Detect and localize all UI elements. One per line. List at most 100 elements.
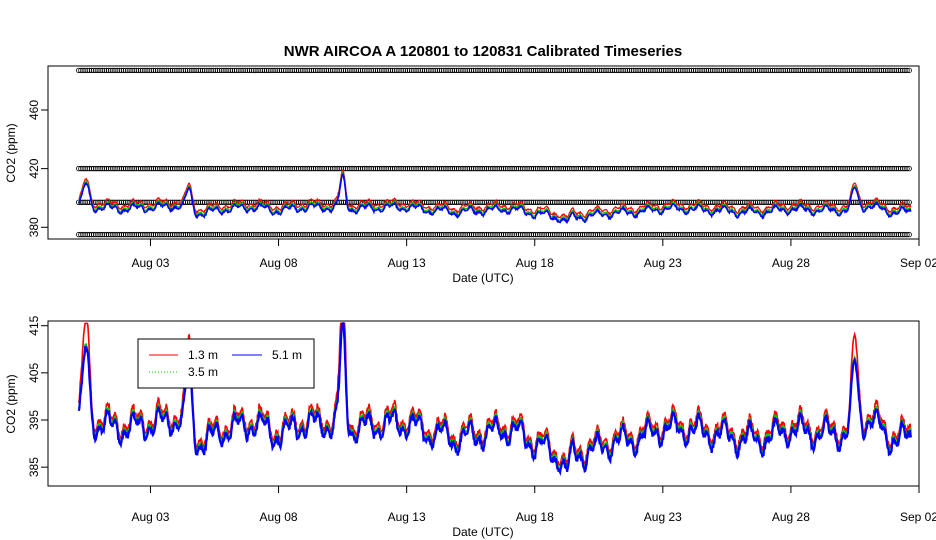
calibration-point xyxy=(671,165,678,172)
y-tick-label: 415 xyxy=(27,315,41,335)
calibration-point xyxy=(893,67,900,74)
x-tick-label: Sep 02 xyxy=(900,510,936,524)
calibration-point xyxy=(169,165,176,172)
x-tick-label: Aug 08 xyxy=(260,256,298,270)
calibration-point xyxy=(219,231,225,238)
calibration-point xyxy=(317,231,323,238)
calibration-row xyxy=(75,231,912,238)
calibration-point xyxy=(402,199,409,205)
top-series xyxy=(78,168,912,220)
calibration-point xyxy=(291,67,298,74)
calibration-point xyxy=(206,67,212,74)
calibration-point xyxy=(409,231,415,238)
calibration-point xyxy=(421,67,428,74)
calibration-point xyxy=(671,67,678,74)
calibration-point xyxy=(323,165,330,172)
top-series-line xyxy=(78,168,912,220)
calibration-point xyxy=(782,231,789,238)
calibration-point xyxy=(415,67,421,74)
calibration-point xyxy=(261,67,268,74)
calibration-point xyxy=(432,67,438,74)
calibration-point xyxy=(906,231,912,238)
top-panel-y-label: CO2 (ppm) xyxy=(4,123,18,182)
calibration-point xyxy=(274,231,280,238)
calibration-point xyxy=(242,231,248,238)
calibration-point xyxy=(366,67,372,74)
x-tick-label: Aug 13 xyxy=(388,510,426,524)
calibration-point xyxy=(144,199,150,205)
calibration-point xyxy=(199,199,206,205)
calibration-point xyxy=(274,165,280,172)
calibration-point xyxy=(298,67,304,74)
calibration-point xyxy=(471,67,477,74)
calibration-point xyxy=(481,231,488,238)
calibration-point xyxy=(451,199,458,205)
calibration-point xyxy=(242,165,248,172)
calibration-point xyxy=(471,165,477,172)
calibration-point xyxy=(402,231,409,238)
calibration-point xyxy=(225,67,231,74)
calibration-point xyxy=(432,231,438,238)
calibration-point xyxy=(782,67,789,74)
calibration-point xyxy=(904,67,910,74)
calibration-point xyxy=(439,231,445,238)
calibration-point xyxy=(445,165,451,172)
calibration-point xyxy=(268,231,274,238)
top-panel-y-axis: 380 420 460 xyxy=(27,100,49,237)
calibration-point xyxy=(513,165,520,172)
calibration-point xyxy=(727,165,733,172)
calibration-point xyxy=(500,165,507,172)
calibration-point xyxy=(421,199,428,205)
x-tick-label: Aug 18 xyxy=(516,256,554,270)
calibration-point xyxy=(261,231,268,238)
calibration-point xyxy=(389,67,396,74)
calibration-point xyxy=(268,67,274,74)
legend: 1.3 m 3.5 m 5.1 m xyxy=(137,338,315,389)
calibration-point xyxy=(150,165,157,172)
calibration-point xyxy=(494,165,500,172)
calibration-point xyxy=(255,165,261,172)
calibration-point xyxy=(383,231,389,238)
calibration-point xyxy=(383,67,389,74)
calibration-point xyxy=(838,231,844,238)
calibration-point xyxy=(206,231,212,238)
calibration-point xyxy=(304,165,310,172)
calibration-point xyxy=(537,231,543,238)
calibration-point xyxy=(199,231,206,238)
calibration-row xyxy=(75,67,912,74)
calibration-point xyxy=(451,67,458,74)
calibration-point xyxy=(904,199,910,205)
calibration-point xyxy=(255,67,261,74)
top-panel-data xyxy=(75,67,912,238)
calibration-point xyxy=(347,231,353,238)
calibration-point xyxy=(703,199,710,205)
calibration-point xyxy=(500,199,507,205)
calibration-point xyxy=(285,231,291,238)
calibration-point xyxy=(193,67,199,74)
x-tick-label: Aug 28 xyxy=(772,510,810,524)
y-tick-label: 395 xyxy=(27,410,41,430)
calibration-point xyxy=(537,67,543,74)
calibration-point xyxy=(409,165,415,172)
calibration-point xyxy=(481,165,488,172)
legend-entry-1-3m: 1.3 m xyxy=(149,348,218,362)
calibration-point xyxy=(782,199,789,205)
calibration-point xyxy=(353,165,359,172)
calibration-point xyxy=(904,165,910,172)
calibration-point xyxy=(340,67,347,74)
calibration-point xyxy=(906,67,912,74)
calibration-point xyxy=(268,165,274,172)
calibration-point xyxy=(334,165,340,172)
calibration-point xyxy=(513,231,520,238)
calibration-point xyxy=(481,67,488,74)
calibration-point xyxy=(285,165,291,172)
calibration-point xyxy=(396,231,402,238)
calibration-point xyxy=(432,165,438,172)
calibration-point xyxy=(415,231,421,238)
calibration-point xyxy=(445,231,451,238)
y-tick-label: 405 xyxy=(27,363,41,383)
calibration-point xyxy=(727,67,733,74)
calibration-point xyxy=(481,199,488,205)
calibration-point xyxy=(144,165,150,172)
calibration-point xyxy=(389,231,396,238)
